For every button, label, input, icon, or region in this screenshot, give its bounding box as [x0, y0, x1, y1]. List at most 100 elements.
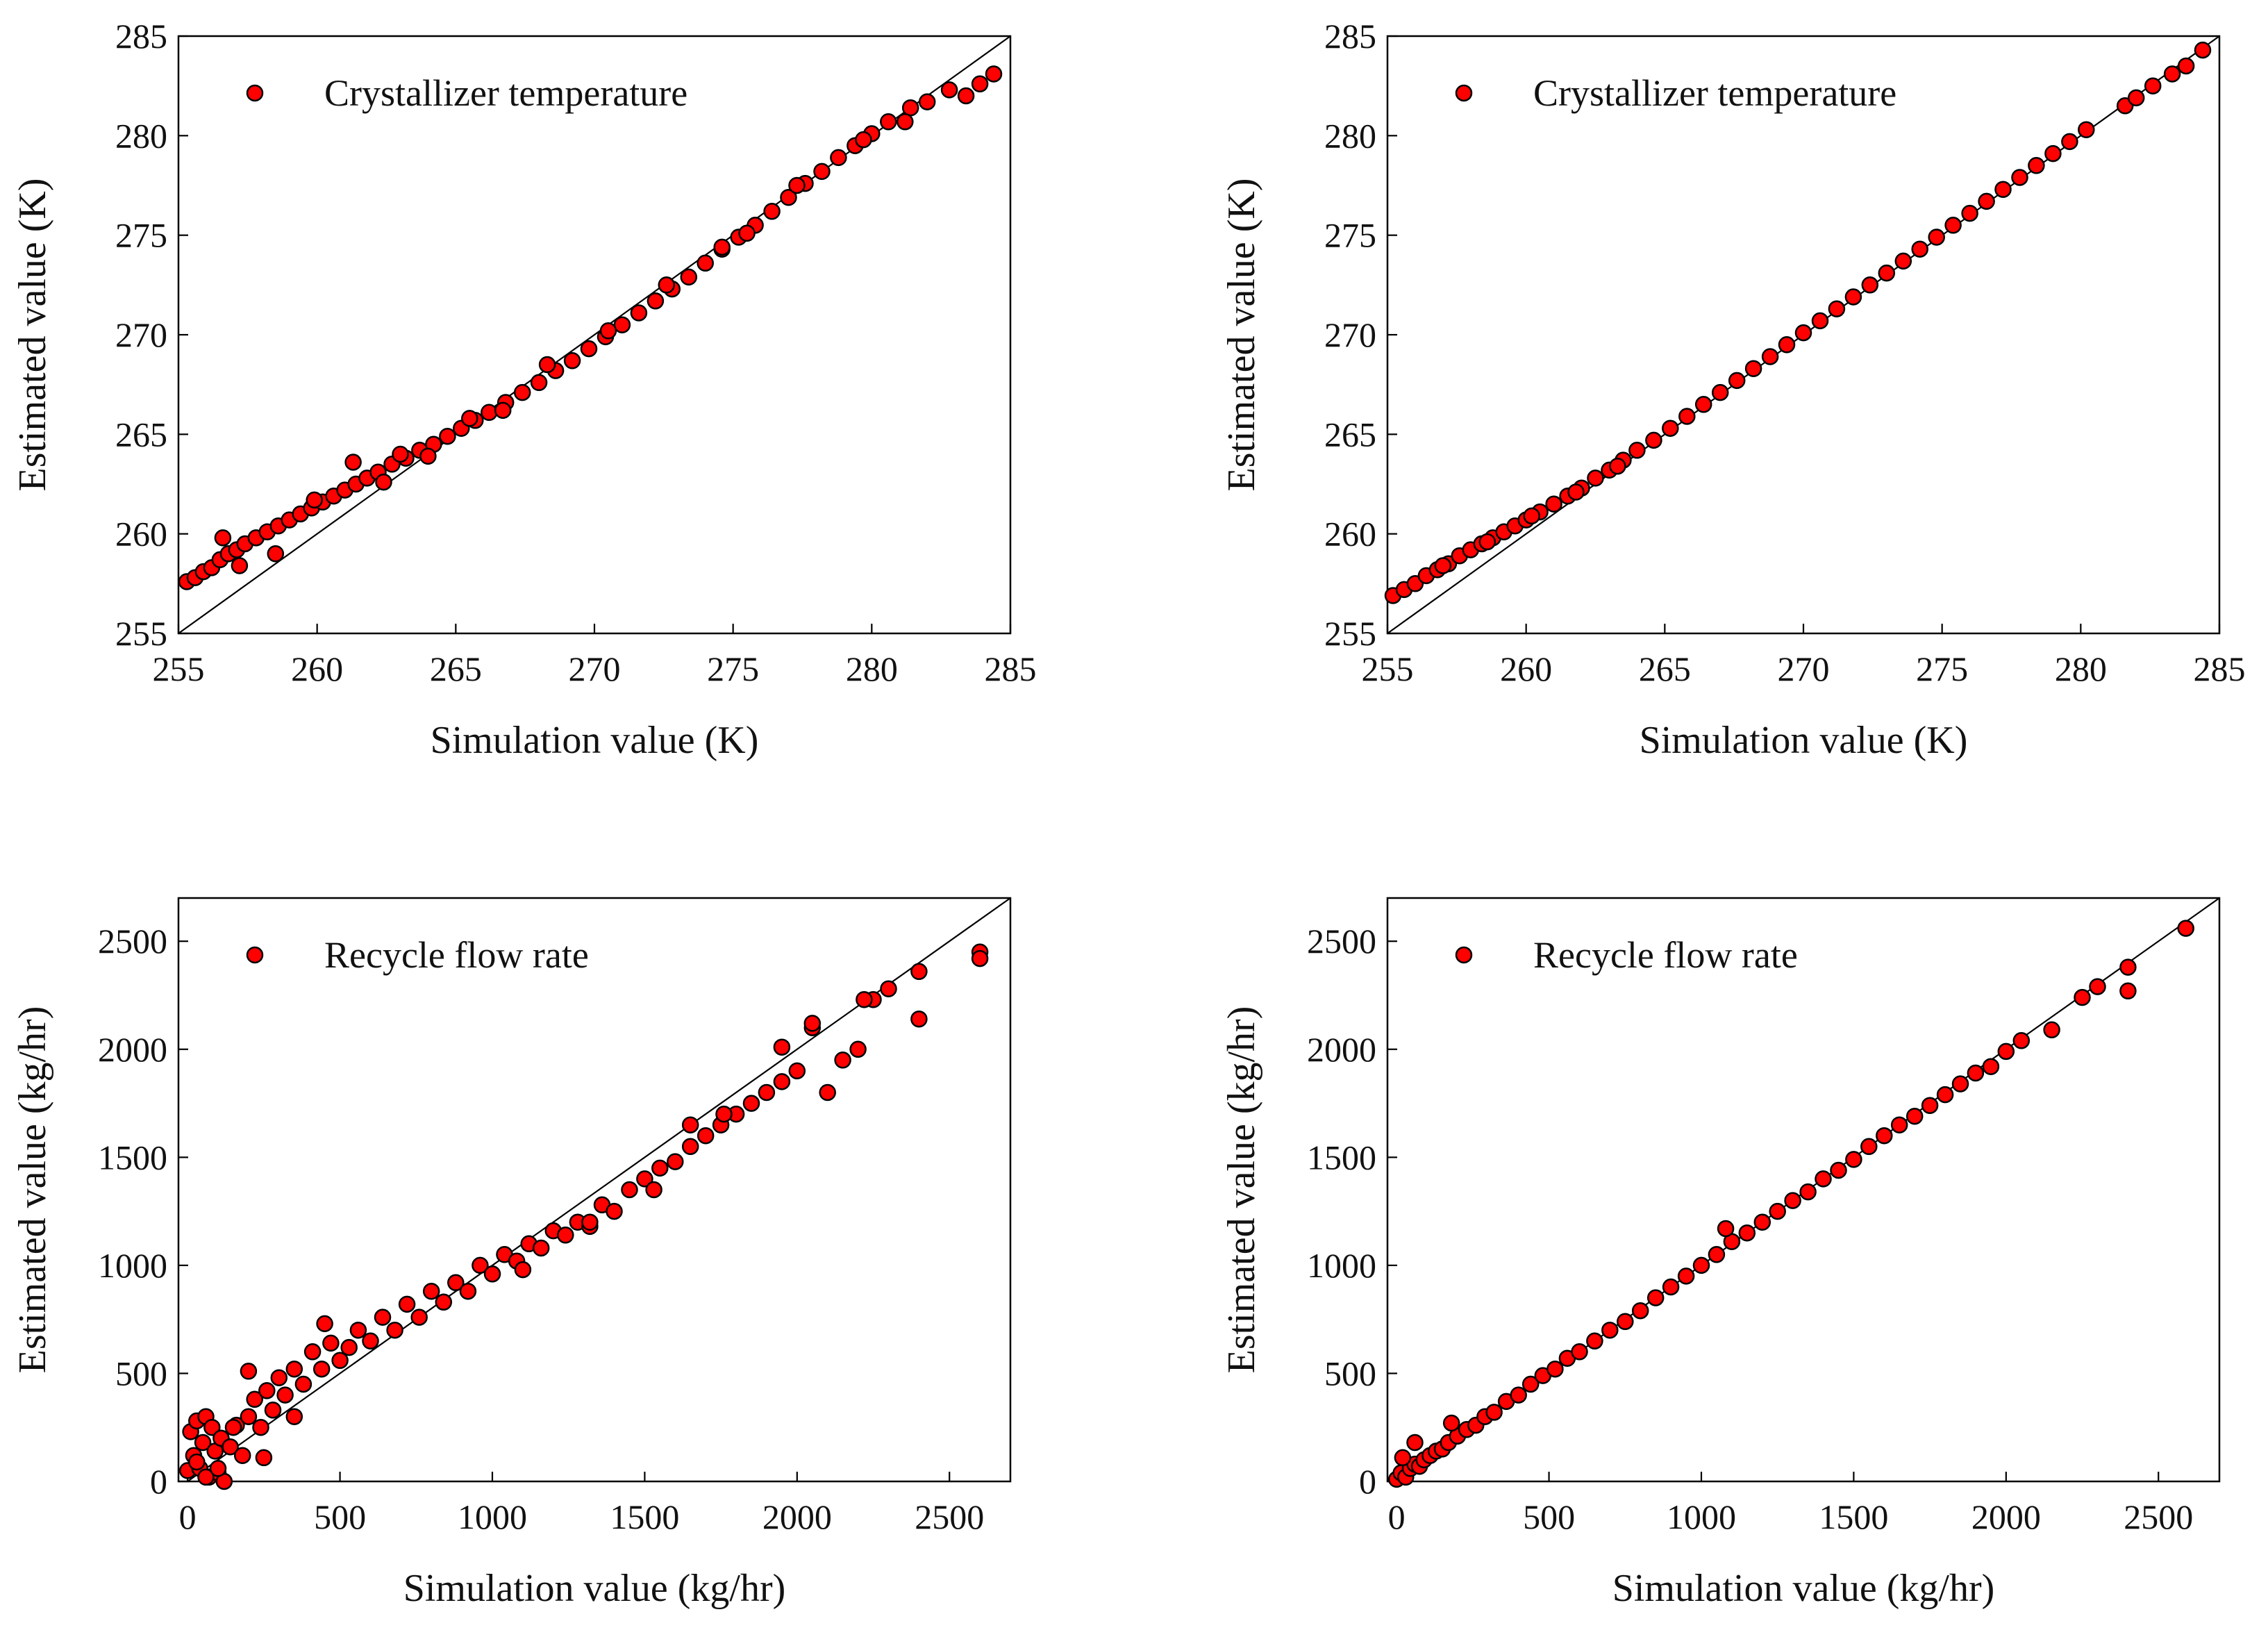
chart-2-data-point — [910, 1010, 928, 1028]
chart-3-legend-marker — [1455, 946, 1473, 964]
chart-3-points — [1387, 920, 2194, 1488]
chart-2-legend-label: Recycle flow rate — [324, 934, 589, 976]
chart-0-data-point — [461, 410, 478, 427]
chart-1-legend-marker — [1455, 84, 1473, 102]
chart-1-x-tick-label: 260 — [1500, 649, 1552, 688]
chart-1-data-point — [1911, 240, 1928, 258]
chart-1-y-axis-label: Estimated value (K) — [1220, 178, 1263, 492]
chart-2-data-point — [667, 1153, 684, 1170]
chart-1-data-point — [2078, 121, 2095, 138]
chart-1-data-point — [2028, 157, 2045, 174]
chart-1-data-point — [1567, 483, 1585, 501]
chart-2-data-point — [803, 1015, 822, 1032]
chart-3-data-point — [2119, 958, 2137, 976]
chart-0-data-point — [647, 292, 665, 310]
chart-3-data-point — [1571, 1343, 1588, 1361]
chart-1-data-point — [1523, 507, 1540, 525]
chart-3-data-point — [1601, 1321, 1619, 1339]
chart-0-x-tick-label: 265 — [430, 649, 482, 688]
chart-3-data-point — [1799, 1183, 1817, 1201]
chart-2-data-point — [715, 1105, 733, 1123]
chart-3-y-tick-label: 2000 — [1307, 1030, 1376, 1069]
chart-0-x-tick-label: 275 — [707, 649, 759, 688]
chart-1-data-point — [2194, 41, 2212, 59]
chart-0-data-point — [563, 352, 581, 369]
chart-2-data-point — [240, 1408, 258, 1425]
chart-1-x-tick-label: 255 — [1362, 649, 1414, 688]
chart-3-data-point — [1521, 1375, 1540, 1393]
chart-2-y-tick-label: 500 — [115, 1354, 167, 1393]
chart-1-y-tick-label: 270 — [1324, 315, 1376, 354]
chart-1-data-point — [1744, 360, 1762, 377]
chart-3-data-point — [1406, 1434, 1424, 1452]
chart-3-data-point — [1890, 1116, 1908, 1133]
chart-3-data-point — [1997, 1042, 2015, 1061]
chart-3-data-point — [1906, 1107, 1924, 1125]
chart-0-x-tick-label: 285 — [985, 649, 1037, 688]
chart-3-legend-label: Recycle flow rate — [1533, 934, 1798, 976]
chart-0-data-point — [940, 81, 958, 99]
chart-1-data-point — [1662, 419, 1679, 437]
chart-2-data-point — [316, 1315, 333, 1333]
chart-3-data-point — [1442, 1414, 1460, 1432]
chart-0-y-tick-label: 280 — [115, 116, 167, 155]
chart-1-data-point — [1434, 557, 1452, 574]
chart-3-data-point — [1692, 1256, 1710, 1274]
chart-3-plot-frame — [1386, 897, 2221, 1483]
chart-2-data-point — [681, 1116, 699, 1133]
chart-3-data-point — [1753, 1213, 1771, 1231]
chart-2-data-point — [246, 1390, 263, 1409]
chart-2-x-tick-label: 500 — [314, 1497, 366, 1536]
chart-0-data-point — [897, 113, 914, 131]
chart-2-data-point — [240, 1363, 258, 1380]
chart-0-data-point — [788, 176, 806, 194]
chart-1-data-point — [1678, 408, 1696, 425]
chart-2-legend-marker — [246, 946, 264, 964]
chart-2-data-point — [459, 1282, 477, 1300]
chart-3-data-point — [1860, 1138, 1878, 1156]
chart-2-y-tick-label: 1500 — [98, 1138, 167, 1177]
chart-2-data-point — [651, 1159, 669, 1177]
chart-3-x-tick-label: 1500 — [1819, 1497, 1888, 1536]
chart-3-data-point — [1830, 1161, 1847, 1179]
chart-2-data-point — [331, 1352, 349, 1370]
chart-1-data-point — [2061, 133, 2078, 151]
chart-3-y-tick-label: 0 — [1359, 1462, 1376, 1501]
chart-0-y-tick-label: 270 — [115, 315, 167, 354]
chart-3-data-point — [1662, 1278, 1680, 1296]
chart-2-y-tick-label: 2500 — [98, 922, 167, 961]
chart-2-data-point — [276, 1386, 294, 1404]
chart-0-data-point — [530, 374, 548, 392]
chart-2-data-point — [303, 1343, 322, 1361]
chart-3-data-point — [1631, 1302, 1649, 1320]
chart-3-data-point — [1769, 1202, 1786, 1220]
chart-3-data-point — [1586, 1332, 1603, 1350]
chart-3-data-point — [1921, 1097, 1939, 1114]
chart-2-data-point — [270, 1369, 288, 1386]
chart-1-x-tick-label: 275 — [1916, 649, 1968, 688]
chart-1-data-point — [1878, 264, 1896, 282]
chart-1-y-tick-label: 275 — [1324, 216, 1376, 255]
chart-0-data-point — [830, 149, 847, 167]
chart-0-data-point — [419, 447, 437, 465]
chart-0-legend-marker — [246, 84, 264, 102]
chart-1-legend-label: Crystallizer temperature — [1533, 72, 1896, 114]
panel-bottom-left: 0 500 1000 1500 2000 2500 0 500 1000 1500 2000 2500… — [11, 897, 1012, 1610]
chart-1-points — [1384, 41, 2212, 604]
chart-0-points — [178, 65, 1003, 590]
chart-3-data-point — [1617, 1313, 1634, 1331]
chart-1-x-tick-label: 285 — [2194, 649, 2246, 688]
chart-1-data-point — [1778, 336, 1796, 354]
chart-1-y-tick-label: 280 — [1324, 116, 1376, 155]
chart-3-y-tick-label: 1500 — [1307, 1138, 1376, 1177]
chart-1-data-point — [2011, 169, 2028, 186]
chart-1-data-point — [1961, 204, 1978, 222]
chart-2-data-point — [398, 1295, 416, 1313]
chart-0-y-tick-label: 260 — [115, 515, 167, 554]
chart-3-x-tick-label: 2500 — [2124, 1497, 2193, 1536]
chart-2-data-point — [264, 1402, 282, 1419]
chart-2-data-point — [209, 1460, 227, 1477]
chart-3-data-point — [1784, 1192, 1801, 1209]
chart-3-data-point — [1815, 1170, 1832, 1188]
